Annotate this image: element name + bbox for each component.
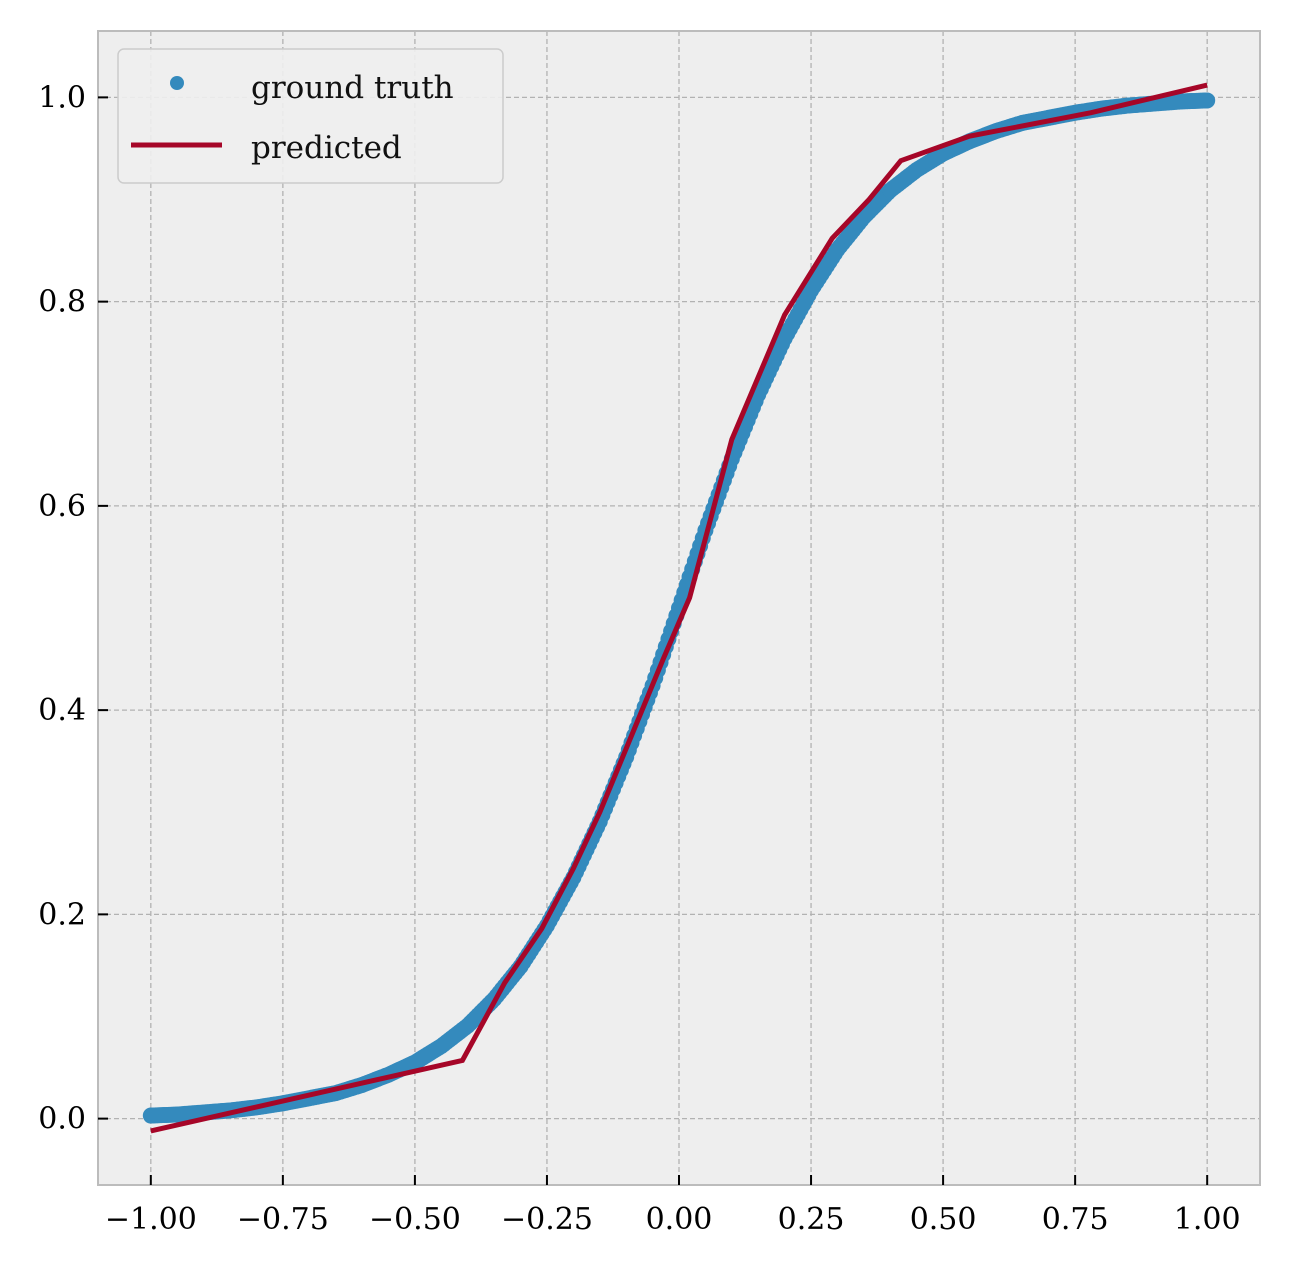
x-tick-label: −0.75 xyxy=(237,1202,329,1237)
grid-lines xyxy=(98,31,1260,1185)
y-tick-label: 0.4 xyxy=(38,693,86,728)
y-tick-label: 0.0 xyxy=(38,1102,86,1137)
y-tick-label: 0.6 xyxy=(38,489,86,524)
axis-ticks: −1.00 −0.75 −0.50 −0.25 0.00 0.25 0.50 0.75 1.00… xyxy=(38,80,1240,1237)
legend-marker-ground-truth xyxy=(170,76,184,90)
legend-box xyxy=(117,48,504,184)
legend-label-ground-truth: ground truth xyxy=(251,70,454,106)
y-tick-label: 0.8 xyxy=(38,285,86,320)
x-tick-label: −0.25 xyxy=(501,1202,593,1237)
x-tick-label: −0.50 xyxy=(369,1202,461,1237)
series-layer xyxy=(142,82,1216,1134)
x-tick-label: 1.00 xyxy=(1174,1202,1241,1237)
x-tick-label: 0.25 xyxy=(778,1202,845,1237)
x-tick-label: 0.75 xyxy=(1042,1202,1109,1237)
legend-label-predicted: predicted xyxy=(251,130,402,166)
ground-truth-point xyxy=(1199,92,1216,109)
y-tick-label: 1.0 xyxy=(38,80,86,115)
predicted-line xyxy=(150,82,1208,1134)
x-tick-label: 0.00 xyxy=(646,1202,713,1237)
x-tick-label: 0.50 xyxy=(910,1202,977,1237)
legend: ground truth predicted xyxy=(117,48,504,184)
x-tick-label: −1.00 xyxy=(105,1202,197,1237)
y-tick-label: 0.2 xyxy=(38,897,86,932)
